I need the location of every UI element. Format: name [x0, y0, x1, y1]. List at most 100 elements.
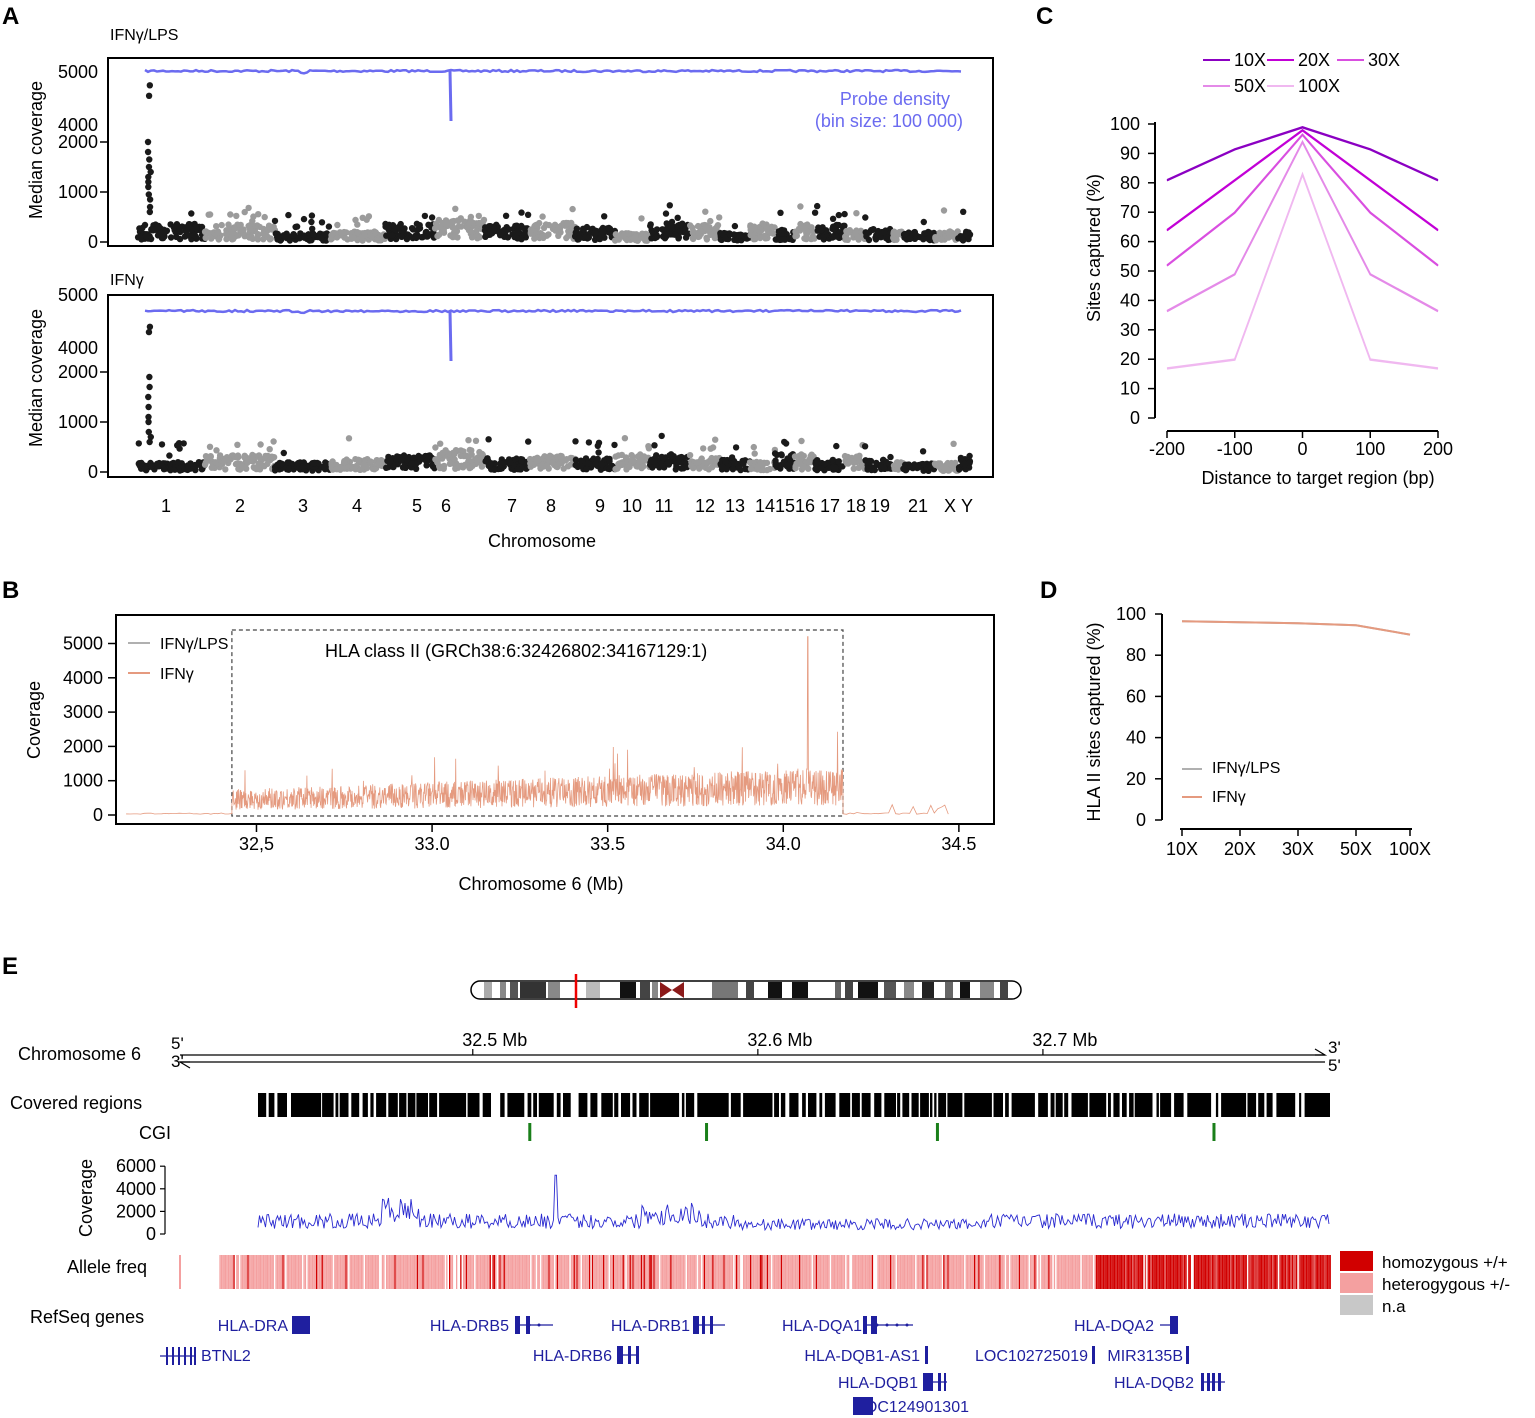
allele-bar: [300, 1255, 302, 1289]
allele-bar: [423, 1255, 426, 1289]
b-y-tick-label-1000: 1000: [63, 771, 103, 791]
allele-bar: [1062, 1255, 1064, 1289]
manhattan-point: [920, 218, 927, 226]
manhattan-point: [540, 224, 548, 231]
allele-bar: [283, 1255, 286, 1289]
allele-bar: [747, 1255, 749, 1289]
legend-d-ifng: IFNγ: [1212, 789, 1246, 806]
allele-bar: [1312, 1255, 1315, 1289]
allele-bar: [912, 1255, 914, 1289]
chrom-tick-label-16: 16: [795, 496, 815, 516]
allele-bar: [1272, 1255, 1274, 1289]
allele-bar: [1258, 1255, 1260, 1289]
allele-bar: [992, 1255, 994, 1289]
allele-bar: [877, 1255, 879, 1289]
manhattan-point: [746, 459, 754, 466]
manhattan-outlier-point: [146, 323, 154, 330]
manhattan-point: [682, 463, 689, 470]
allele-bar: [926, 1255, 928, 1289]
covered-region: [351, 1093, 360, 1117]
manhattan-point: [308, 218, 315, 226]
allele-bar: [246, 1255, 248, 1289]
allele-bar: [1226, 1255, 1228, 1289]
covered-region: [1122, 1093, 1127, 1117]
manhattan-point: [354, 229, 361, 236]
allele-bar: [1139, 1255, 1141, 1289]
manhattan-outlier-point: [146, 196, 154, 203]
manhattan-point: [707, 217, 714, 225]
panel-b-xlabel: Chromosome 6 (Mb): [458, 874, 623, 894]
allele-bar: [687, 1255, 689, 1289]
chrom-tick-label-13: 13: [725, 496, 745, 516]
manhattan-point: [428, 214, 436, 221]
c-y-tick-label-10: 10: [1120, 379, 1140, 399]
manhattan-point: [285, 466, 292, 473]
manhattan-point: [682, 225, 689, 232]
allele-bar: [647, 1255, 650, 1289]
manhattan-point: [309, 225, 316, 232]
manhattan-point: [454, 217, 461, 224]
manhattan-point: [515, 466, 522, 473]
covered-region: [632, 1093, 637, 1117]
manhattan-point: [800, 224, 807, 232]
ideogram-band: [980, 982, 994, 998]
c-y-tick-label-30: 30: [1120, 320, 1140, 340]
manhattan-point: [239, 463, 246, 471]
allele-bar: [1128, 1255, 1130, 1289]
manhattan-point: [659, 463, 666, 470]
manhattan-point: [361, 229, 368, 237]
manhattan-outlier-point: [145, 92, 153, 100]
manhattan-point: [237, 226, 245, 234]
covered-region: [1156, 1093, 1159, 1117]
covered-region: [697, 1093, 729, 1117]
manhattan-point: [665, 459, 672, 466]
allele-bar: [257, 1255, 259, 1289]
allele-bar: [681, 1255, 683, 1289]
manhattan-point: [299, 463, 306, 470]
allele-bar: [960, 1255, 962, 1289]
allele-bar: [526, 1255, 528, 1289]
manhattan-point: [468, 229, 475, 236]
manhattan-point: [833, 233, 840, 240]
allele-bar: [1329, 1255, 1331, 1289]
allele-bar: [919, 1255, 921, 1289]
allele-bar: [260, 1255, 262, 1289]
allele-bar: [890, 1255, 892, 1289]
chrom-tick-label-15: 15: [775, 496, 795, 516]
chromosome-ideogram: [470, 974, 1022, 1008]
allele-bar: [605, 1255, 608, 1289]
manhattan-point: [798, 437, 805, 445]
manhattan-point: [803, 235, 810, 243]
allele-bar: [429, 1255, 431, 1289]
allele-bar: [506, 1255, 508, 1289]
allele-bar: [509, 1255, 511, 1289]
allele-bar: [1221, 1255, 1224, 1289]
allele-bar: [1090, 1255, 1092, 1289]
manhattan-point: [280, 232, 287, 239]
allele-bar: [587, 1255, 589, 1289]
covered-region: [802, 1093, 806, 1117]
allele-bar: [670, 1255, 672, 1289]
allele-bar: [334, 1255, 336, 1289]
manhattan-point: [887, 453, 894, 461]
manhattan-point: [792, 233, 799, 240]
allele-bar: [440, 1255, 442, 1289]
allele-bar: [467, 1255, 469, 1289]
allele-bar: [1091, 1255, 1093, 1289]
ideogram-band: [520, 982, 546, 998]
ideogram-band: [845, 982, 853, 998]
covered-region: [819, 1093, 823, 1117]
allele-bar: [962, 1255, 965, 1289]
allele-bar: [759, 1255, 762, 1289]
allele-bar: [736, 1255, 738, 1289]
c-legend-label-100X: 100X: [1298, 76, 1340, 96]
allele-bar: [533, 1255, 535, 1289]
allele-bar: [1038, 1255, 1040, 1289]
manhattan-point: [513, 222, 520, 229]
allele-bar: [990, 1255, 993, 1289]
allele-bar: [1027, 1255, 1029, 1289]
manhattan-point: [170, 224, 177, 231]
manhattan-point: [950, 440, 957, 447]
manhattan-point: [192, 225, 200, 232]
